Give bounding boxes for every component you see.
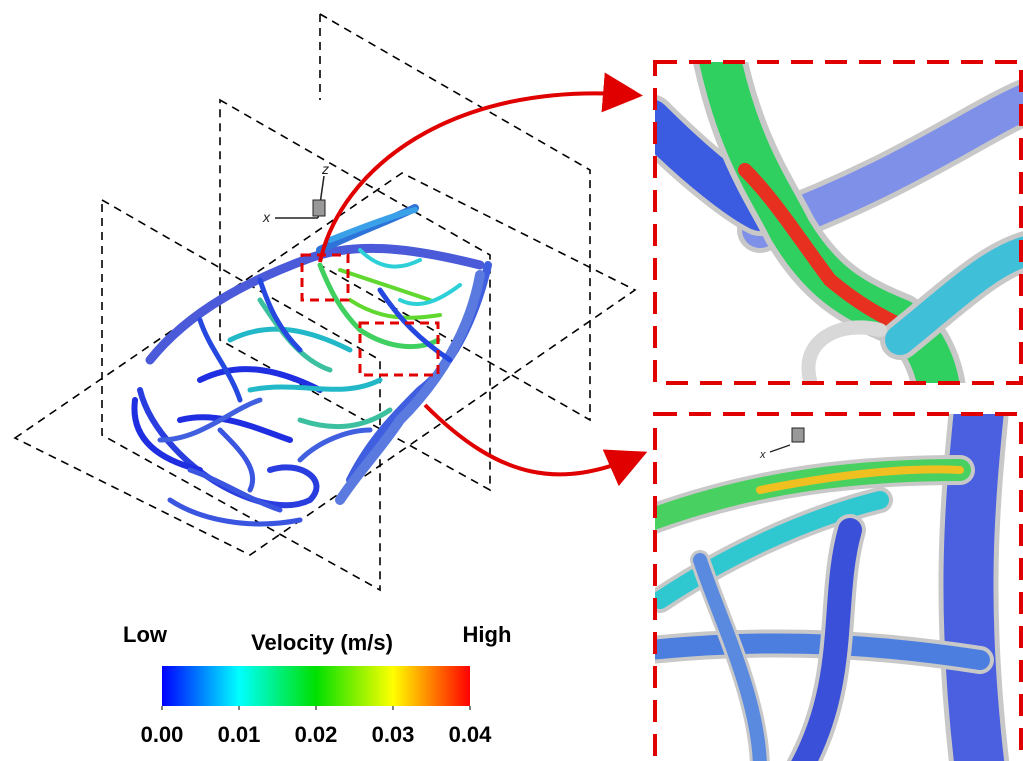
tick-label: 0.04	[449, 722, 493, 747]
zoom-arrow	[320, 93, 635, 262]
colorbar-gradient	[162, 666, 470, 706]
high-label: High	[463, 622, 512, 647]
inset-bottom: x	[650, 400, 1023, 761]
axis-label: z	[321, 161, 329, 177]
tick-label: 0.02	[295, 722, 338, 747]
inset-top	[650, 60, 1023, 400]
figure: x z x	[0, 0, 1023, 761]
colorbar: Low Velocity (m/s) High 0.00 0.01 0.02 0.03…	[123, 622, 511, 747]
planes	[15, 14, 635, 590]
vessel-network	[134, 208, 488, 524]
axis-label: x	[262, 209, 271, 225]
tick-label: 0.00	[141, 722, 184, 747]
zoom-arrow	[425, 405, 640, 474]
low-label: Low	[123, 622, 168, 647]
axis-label: x	[759, 449, 766, 461]
colorbar-title: Velocity (m/s)	[251, 630, 393, 655]
zoom-box	[360, 323, 438, 375]
tick-label: 0.01	[218, 722, 261, 747]
axes-triad: x z	[262, 161, 329, 225]
tick-label: 0.03	[372, 722, 415, 747]
